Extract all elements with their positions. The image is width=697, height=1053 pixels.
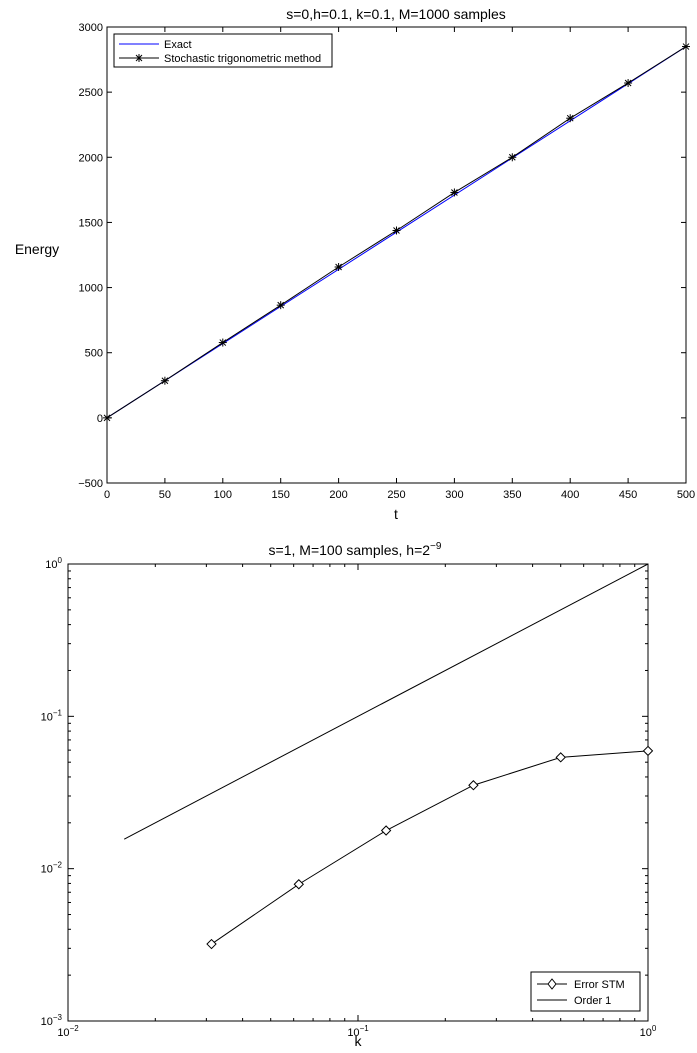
- y-tick-label: 1000: [79, 283, 103, 295]
- x-tick-label: 500: [677, 489, 695, 501]
- y-tick-label: 2000: [79, 152, 103, 164]
- error-chart-title: s=1, M=100 samples, h=2−9: [269, 541, 442, 558]
- error-legend: Error STM Order 1: [530, 971, 641, 1012]
- error-stm-line: [211, 750, 649, 945]
- legend-method-label: Stochastic trigonometric method: [164, 53, 321, 65]
- x-tick-label: 250: [387, 489, 405, 501]
- x-tick-label: 100: [640, 1024, 657, 1039]
- legend-order-label: Order 1: [574, 995, 611, 1007]
- x-tick-label: 300: [445, 489, 463, 501]
- legend-error-marker: [547, 978, 557, 990]
- energy-legend: Exact Stochastic trigonometric method: [113, 33, 333, 68]
- legend-exact-label: Exact: [164, 39, 192, 51]
- asterisk-stroke: [103, 414, 111, 422]
- method-point: [682, 42, 690, 51]
- x-tick-label: 400: [561, 489, 579, 501]
- method-point: [276, 301, 285, 310]
- asterisk-stroke: [451, 189, 458, 196]
- x-tick-label: 10−2: [57, 1024, 79, 1039]
- error-x-ticks: 10−2 10−1 100: [57, 564, 657, 1039]
- method-point: [624, 79, 633, 88]
- energy-y-axis-label: Energy: [15, 241, 59, 257]
- x-tick-label: 150: [272, 489, 290, 501]
- energy-series: [103, 42, 690, 422]
- error-y-ticks: 10−3 10−2 10−1 100: [41, 556, 648, 1028]
- error-series: [123, 563, 654, 950]
- error-x-axis-label: k: [355, 1033, 363, 1049]
- asterisk-stroke: [624, 79, 632, 87]
- y-tick-label: 10−2: [41, 861, 63, 876]
- error-stm-point: [468, 780, 479, 791]
- energy-x-axis-label: t: [394, 506, 398, 522]
- error-stm-point: [642, 745, 654, 757]
- y-tick-label: 1500: [79, 217, 103, 229]
- order-1-line: [123, 563, 649, 840]
- method-point: [508, 153, 517, 162]
- error-stm-point: [555, 752, 566, 763]
- error-stm-point: [206, 938, 217, 950]
- error-chart: s=1, M=100 samples, h=2−9 k 10−2 10−1 100 …: [41, 541, 657, 1049]
- method-point: [160, 376, 169, 385]
- error-stm-point: [380, 825, 392, 836]
- error-legend-box: [530, 971, 641, 1012]
- y-tick-label: 10−1: [41, 708, 63, 723]
- asterisk-stroke: [219, 339, 227, 346]
- y-tick-label: 3000: [79, 22, 103, 34]
- asterisk-stroke: [335, 263, 342, 271]
- y-tick-label: 100: [45, 556, 62, 571]
- asterisk-stroke: [277, 301, 285, 309]
- y-tick-label: 500: [85, 348, 103, 360]
- error-plot-area: [67, 563, 649, 1022]
- y-tick-label: −500: [78, 478, 103, 490]
- x-tick-label: 10−1: [347, 1024, 369, 1039]
- method-point: [392, 226, 401, 235]
- energy-legend-box: [113, 33, 333, 68]
- method-point: [103, 413, 111, 422]
- y-tick-label: 10−3: [41, 1013, 63, 1028]
- x-tick-label: 350: [503, 489, 521, 501]
- x-tick-label: 0: [104, 489, 110, 501]
- energy-chart: s=0,h=0.1, k=0.1, M=1000 samples t Energ…: [15, 6, 695, 522]
- legend-method-marker: [135, 54, 143, 62]
- energy-y-ticks: −500 0 500 1000 1500 2000 2500 3000: [78, 22, 686, 490]
- legend-error-label: Error STM: [574, 979, 625, 991]
- y-tick-label: 0: [97, 413, 103, 425]
- asterisk-stroke: [161, 377, 169, 385]
- asterisk-stroke: [508, 153, 516, 161]
- x-tick-label: 50: [159, 489, 171, 501]
- x-tick-label: 450: [619, 489, 637, 501]
- energy-plot-area: [106, 26, 687, 484]
- energy-chart-title: s=0,h=0.1, k=0.1, M=1000 samples: [286, 6, 505, 22]
- asterisk-stroke: [682, 43, 690, 50]
- method-point: [334, 262, 343, 271]
- x-tick-label: 100: [214, 489, 232, 501]
- asterisk-stroke: [566, 114, 574, 122]
- method-point: [566, 114, 575, 123]
- y-tick-label: 2500: [79, 87, 103, 99]
- energy-x-ticks: 0 50 100 150 200 250 300 350 400 450 500: [104, 27, 695, 501]
- method-point: [218, 338, 227, 347]
- method-point: [450, 188, 459, 197]
- error-stm-point: [293, 879, 305, 890]
- asterisk-stroke: [393, 227, 400, 234]
- x-tick-label: 200: [329, 489, 347, 501]
